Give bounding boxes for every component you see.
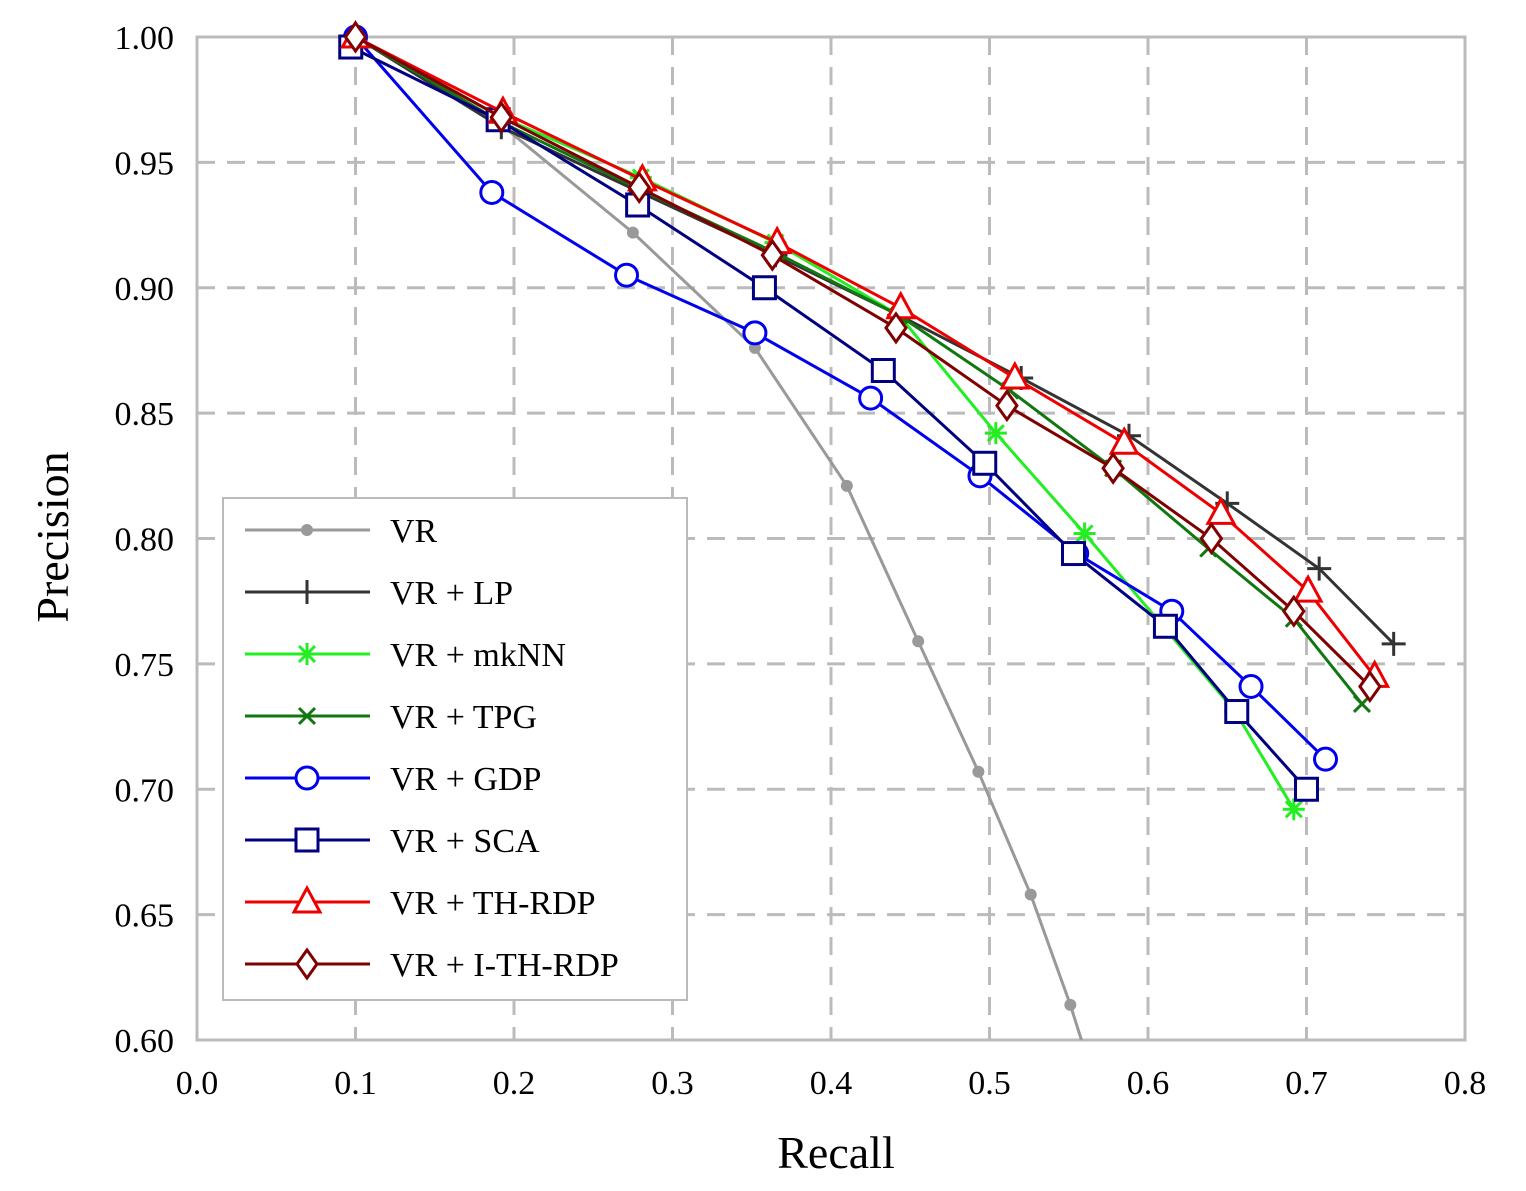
plot-frame [195,35,1467,1042]
y-tick-label: 0.75 [115,647,175,684]
data-point [972,765,985,778]
legend-label: VR + TH-RDP [390,885,596,922]
legend-item: VR + mkNN [245,637,566,674]
data-point [870,357,896,383]
x-tick-label: 0.2 [493,1065,536,1102]
data-point [912,635,925,648]
data-point [479,179,505,205]
data-point [999,360,1031,390]
data-point [1101,451,1125,485]
data-point [1224,699,1250,725]
x-tick-label: 0.7 [1285,1065,1328,1102]
series-line [354,36,1327,761]
data-point [984,422,1007,445]
legend-item: VR + TPG [245,699,537,736]
y-tick-label: 0.65 [115,898,175,935]
data-point [343,20,368,54]
data-point [884,311,908,345]
y-axis-title: Precision [27,451,78,622]
legend-label: VR + GDP [390,761,541,798]
legend-label: VR + mkNN [390,637,566,674]
series-line [354,35,1376,678]
legend-marker [301,524,313,536]
x-axis-ticks: 0.0 0.1 0.2 0.3 0.4 0.5 0.6 0.7 0.8 [176,1065,1487,1102]
series-line [354,35,1364,705]
data-point [995,389,1019,423]
legend-label: VR + TPG [390,699,537,736]
legend-label: VR + LP [390,575,513,612]
legend-marker [291,884,323,914]
x-tick-label: 0.3 [651,1065,694,1102]
data-point [760,238,785,272]
x-tick-label: 0.8 [1444,1065,1487,1102]
data-point [1152,613,1178,639]
legend-item: VR + TH-RDP [245,884,596,922]
legend-marker [295,580,319,604]
y-tick-label: 1.00 [115,20,175,57]
data-point [840,479,853,492]
legend-item: VR + LP [245,575,513,612]
y-axis-ticks: 0.60 0.65 0.70 0.75 0.80 0.85 0.90 0.95 1.00 [115,20,175,1060]
data-point [1205,496,1237,525]
y-tick-label: 0.60 [115,1023,175,1060]
legend-item: VR + I-TH-RDP [245,947,619,984]
data-point [1108,426,1140,455]
data-point [627,170,652,205]
legend-label: VR + I-TH-RDP [390,947,619,984]
data-point [1199,521,1224,556]
legend-item: VR + SCA [245,823,540,860]
data-point [1294,776,1319,802]
y-tick-label: 0.95 [115,145,175,182]
data-point [1238,673,1264,699]
legend-marker [297,706,317,726]
legend-item: VR [245,513,438,550]
x-tick-label: 0.5 [968,1065,1011,1102]
data-point [742,320,768,346]
data-point [1307,556,1332,581]
legend-label: VR + SCA [390,823,540,860]
data-point [1064,998,1077,1011]
data-point [858,385,884,411]
data-point [1381,631,1406,656]
data-point [626,226,639,239]
data-point [1024,888,1037,901]
data-point [1282,798,1305,821]
data-point [972,450,998,476]
y-tick-label: 0.80 [115,522,175,559]
legend-marker [294,765,320,791]
legend: VR VR + LP VR + mkNN VR + TPG VR + GDP VR + S… [222,497,688,1001]
legend-box [222,497,688,1001]
series-vr-i-th-rdp [343,20,1382,704]
data-point [1292,574,1324,603]
y-tick-label: 0.90 [115,271,175,308]
legend-marker [296,643,318,665]
data-point [1073,522,1096,545]
y-tick-label: 0.70 [115,772,175,809]
legend-label: VR [390,513,438,550]
x-tick-label: 0.4 [810,1065,853,1102]
series-line [354,35,1371,688]
data-point [751,275,777,301]
legend-item: VR + GDP [245,761,541,798]
data-point [614,262,640,288]
legend-marker [294,827,320,853]
series-line [350,45,1308,791]
data-point [1313,746,1339,772]
series-layer [338,19,1406,1041]
legend-marker [295,947,319,981]
data-point [1281,594,1306,628]
data-point [489,100,514,134]
y-tick-label: 0.85 [115,396,175,433]
series-line [354,35,1083,1041]
x-tick-label: 0.6 [1127,1065,1170,1102]
x-tick-label: 0.1 [334,1065,377,1102]
x-axis-title: Recall [777,1127,895,1178]
data-point [1358,669,1382,704]
series-line [354,35,1395,645]
x-tick-label: 0.0 [176,1065,219,1102]
data-point [1061,541,1087,567]
data-point [885,290,917,320]
